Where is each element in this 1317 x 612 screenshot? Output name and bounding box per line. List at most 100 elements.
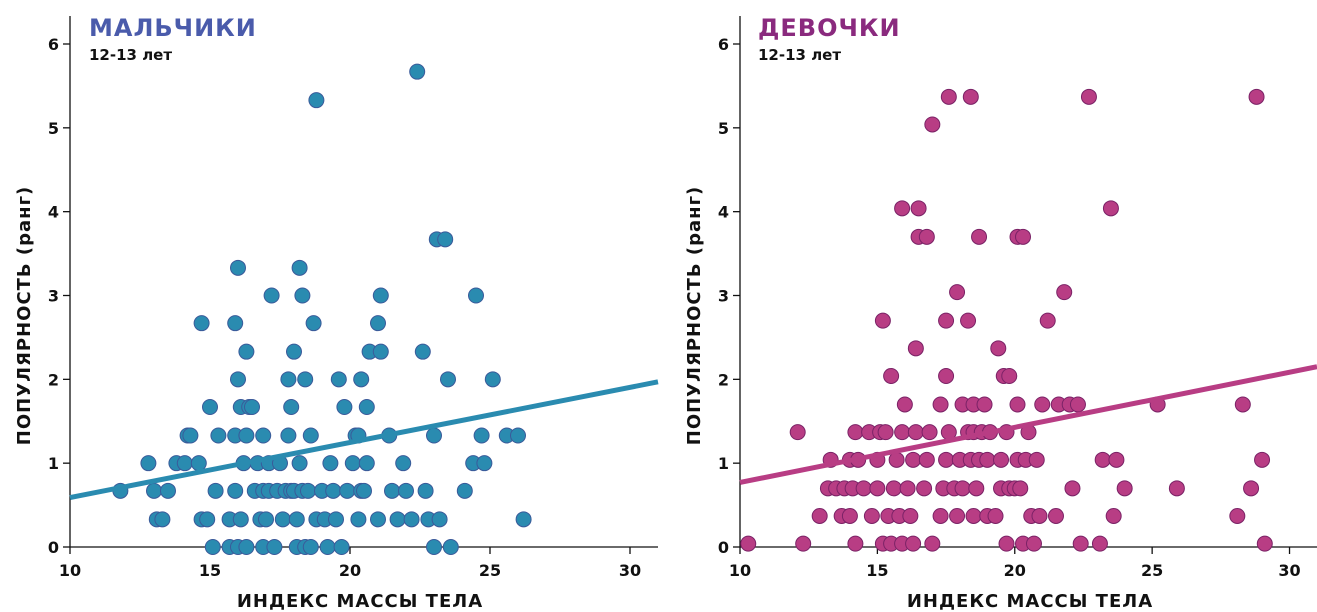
boys-data-point <box>227 482 244 499</box>
boys-data-point <box>473 427 490 444</box>
boys-title: МАЛЬЧИКИ <box>89 14 257 42</box>
girls-data-point <box>1015 228 1032 245</box>
boys-data-point <box>230 259 246 276</box>
boys-data-point <box>244 398 260 415</box>
girls-data-point <box>918 451 935 468</box>
boys-data-point <box>146 482 162 499</box>
girls-y-tick-label: 2 <box>718 370 729 389</box>
girls-data-point <box>841 507 858 524</box>
boys-y-tick-label: 5 <box>48 119 59 138</box>
girls-data-point <box>1031 507 1048 524</box>
girls-y-tick-label: 4 <box>718 203 729 222</box>
girls-data-point <box>847 424 864 441</box>
boys-data-point <box>291 259 308 276</box>
girls-data-point <box>874 312 891 329</box>
boys-data-point <box>210 427 227 444</box>
boys-data-point <box>274 511 291 528</box>
girls-data-point <box>979 451 996 468</box>
boys-data-point <box>370 315 386 332</box>
boys-data-point <box>227 315 244 332</box>
boys-data-point <box>280 371 297 388</box>
boys-data-point <box>160 482 176 499</box>
girls-data-point <box>968 480 985 497</box>
boys-y-tick-label: 2 <box>48 370 59 389</box>
girls-data-point <box>924 116 941 133</box>
boys-data-point <box>182 427 199 444</box>
boys-data-point <box>328 511 344 528</box>
girls-data-point <box>949 284 966 301</box>
girls-x-tick-label: 30 <box>1278 561 1300 580</box>
girls-data-point <box>916 480 933 497</box>
boys-data-point <box>350 511 367 528</box>
girls-data-point <box>907 424 924 441</box>
boys-data-point <box>238 427 255 444</box>
girls-data-point <box>811 507 828 524</box>
girls-x-tick-label: 15 <box>866 561 888 580</box>
boys-data-point <box>372 287 389 304</box>
girls-data-point <box>902 507 919 524</box>
girls-x-tick-label: 25 <box>1141 561 1163 580</box>
girls-data-point <box>1102 200 1119 217</box>
girls-data-point <box>795 535 812 552</box>
boys-data-point <box>353 371 370 388</box>
boys-data-point <box>510 427 526 444</box>
girls-data-point <box>971 228 988 245</box>
girls-x-axis-label: ИНДЕКС МАССЫ ТЕЛА <box>907 591 1153 612</box>
boys-data-point <box>515 511 532 528</box>
girls-data-point <box>863 507 880 524</box>
girls-data-point <box>938 312 955 329</box>
boys-data-point <box>468 287 484 304</box>
girls-data-point <box>1254 451 1271 468</box>
girls-data-point <box>1256 535 1273 552</box>
boys-y-tick-label: 0 <box>48 538 59 557</box>
boys-data-point <box>336 398 353 415</box>
boys-y-tick-label: 6 <box>48 35 59 54</box>
girls-data-point <box>910 200 927 217</box>
boys-data-point <box>302 427 319 444</box>
girls-data-point <box>1034 396 1051 413</box>
girls-data-point <box>1069 396 1086 413</box>
girls-data-point <box>932 396 949 413</box>
girls-data-point <box>1243 480 1260 497</box>
boys-data-point <box>398 482 414 499</box>
girls-data-point <box>877 424 894 441</box>
boys-x-axis-label: ИНДЕКС МАССЫ ТЕЛА <box>237 591 483 612</box>
boys-data-point <box>414 343 431 360</box>
boys-data-point <box>370 511 386 528</box>
boys-data-point <box>238 539 255 555</box>
girls-data-point <box>949 507 966 524</box>
boys-data-point <box>395 455 412 472</box>
girls-data-point <box>1001 367 1018 384</box>
girls-data-point <box>1072 535 1089 552</box>
boys-x-tick-label: 30 <box>619 561 641 580</box>
girls-data-point <box>918 228 935 245</box>
girls-data-point <box>993 451 1010 468</box>
boys-data-point <box>325 482 342 499</box>
boys-data-point <box>476 455 493 472</box>
boys-data-point <box>333 539 350 555</box>
boys-data-point <box>322 455 339 472</box>
girls-y-tick-label: 5 <box>718 119 729 138</box>
boys-y-tick-label: 3 <box>48 287 59 306</box>
girls-data-point <box>976 396 993 413</box>
boys-data-point <box>426 539 442 555</box>
boys-data-point <box>456 482 473 499</box>
girls-data-point <box>990 340 1007 357</box>
boys-data-point <box>356 482 372 499</box>
girls-trend-line <box>739 364 1317 485</box>
boys-data-point <box>440 371 456 388</box>
girls-y-tick-label: 1 <box>718 454 729 473</box>
boys-data-point <box>255 427 272 444</box>
boys-trend-line <box>69 379 659 500</box>
boys-data-point <box>484 371 501 388</box>
girls-data-point <box>899 480 916 497</box>
boys-data-point <box>204 539 221 555</box>
girls-data-point <box>987 507 1004 524</box>
girls-data-point <box>938 367 955 384</box>
girls-data-point <box>1116 480 1133 497</box>
boys-y-axis-label: ПОПУЛЯРНОСТЬ (ранг) <box>14 186 35 445</box>
boys-data-point <box>266 539 283 555</box>
girls-data-point <box>789 424 806 441</box>
girls-data-point <box>1012 480 1029 497</box>
